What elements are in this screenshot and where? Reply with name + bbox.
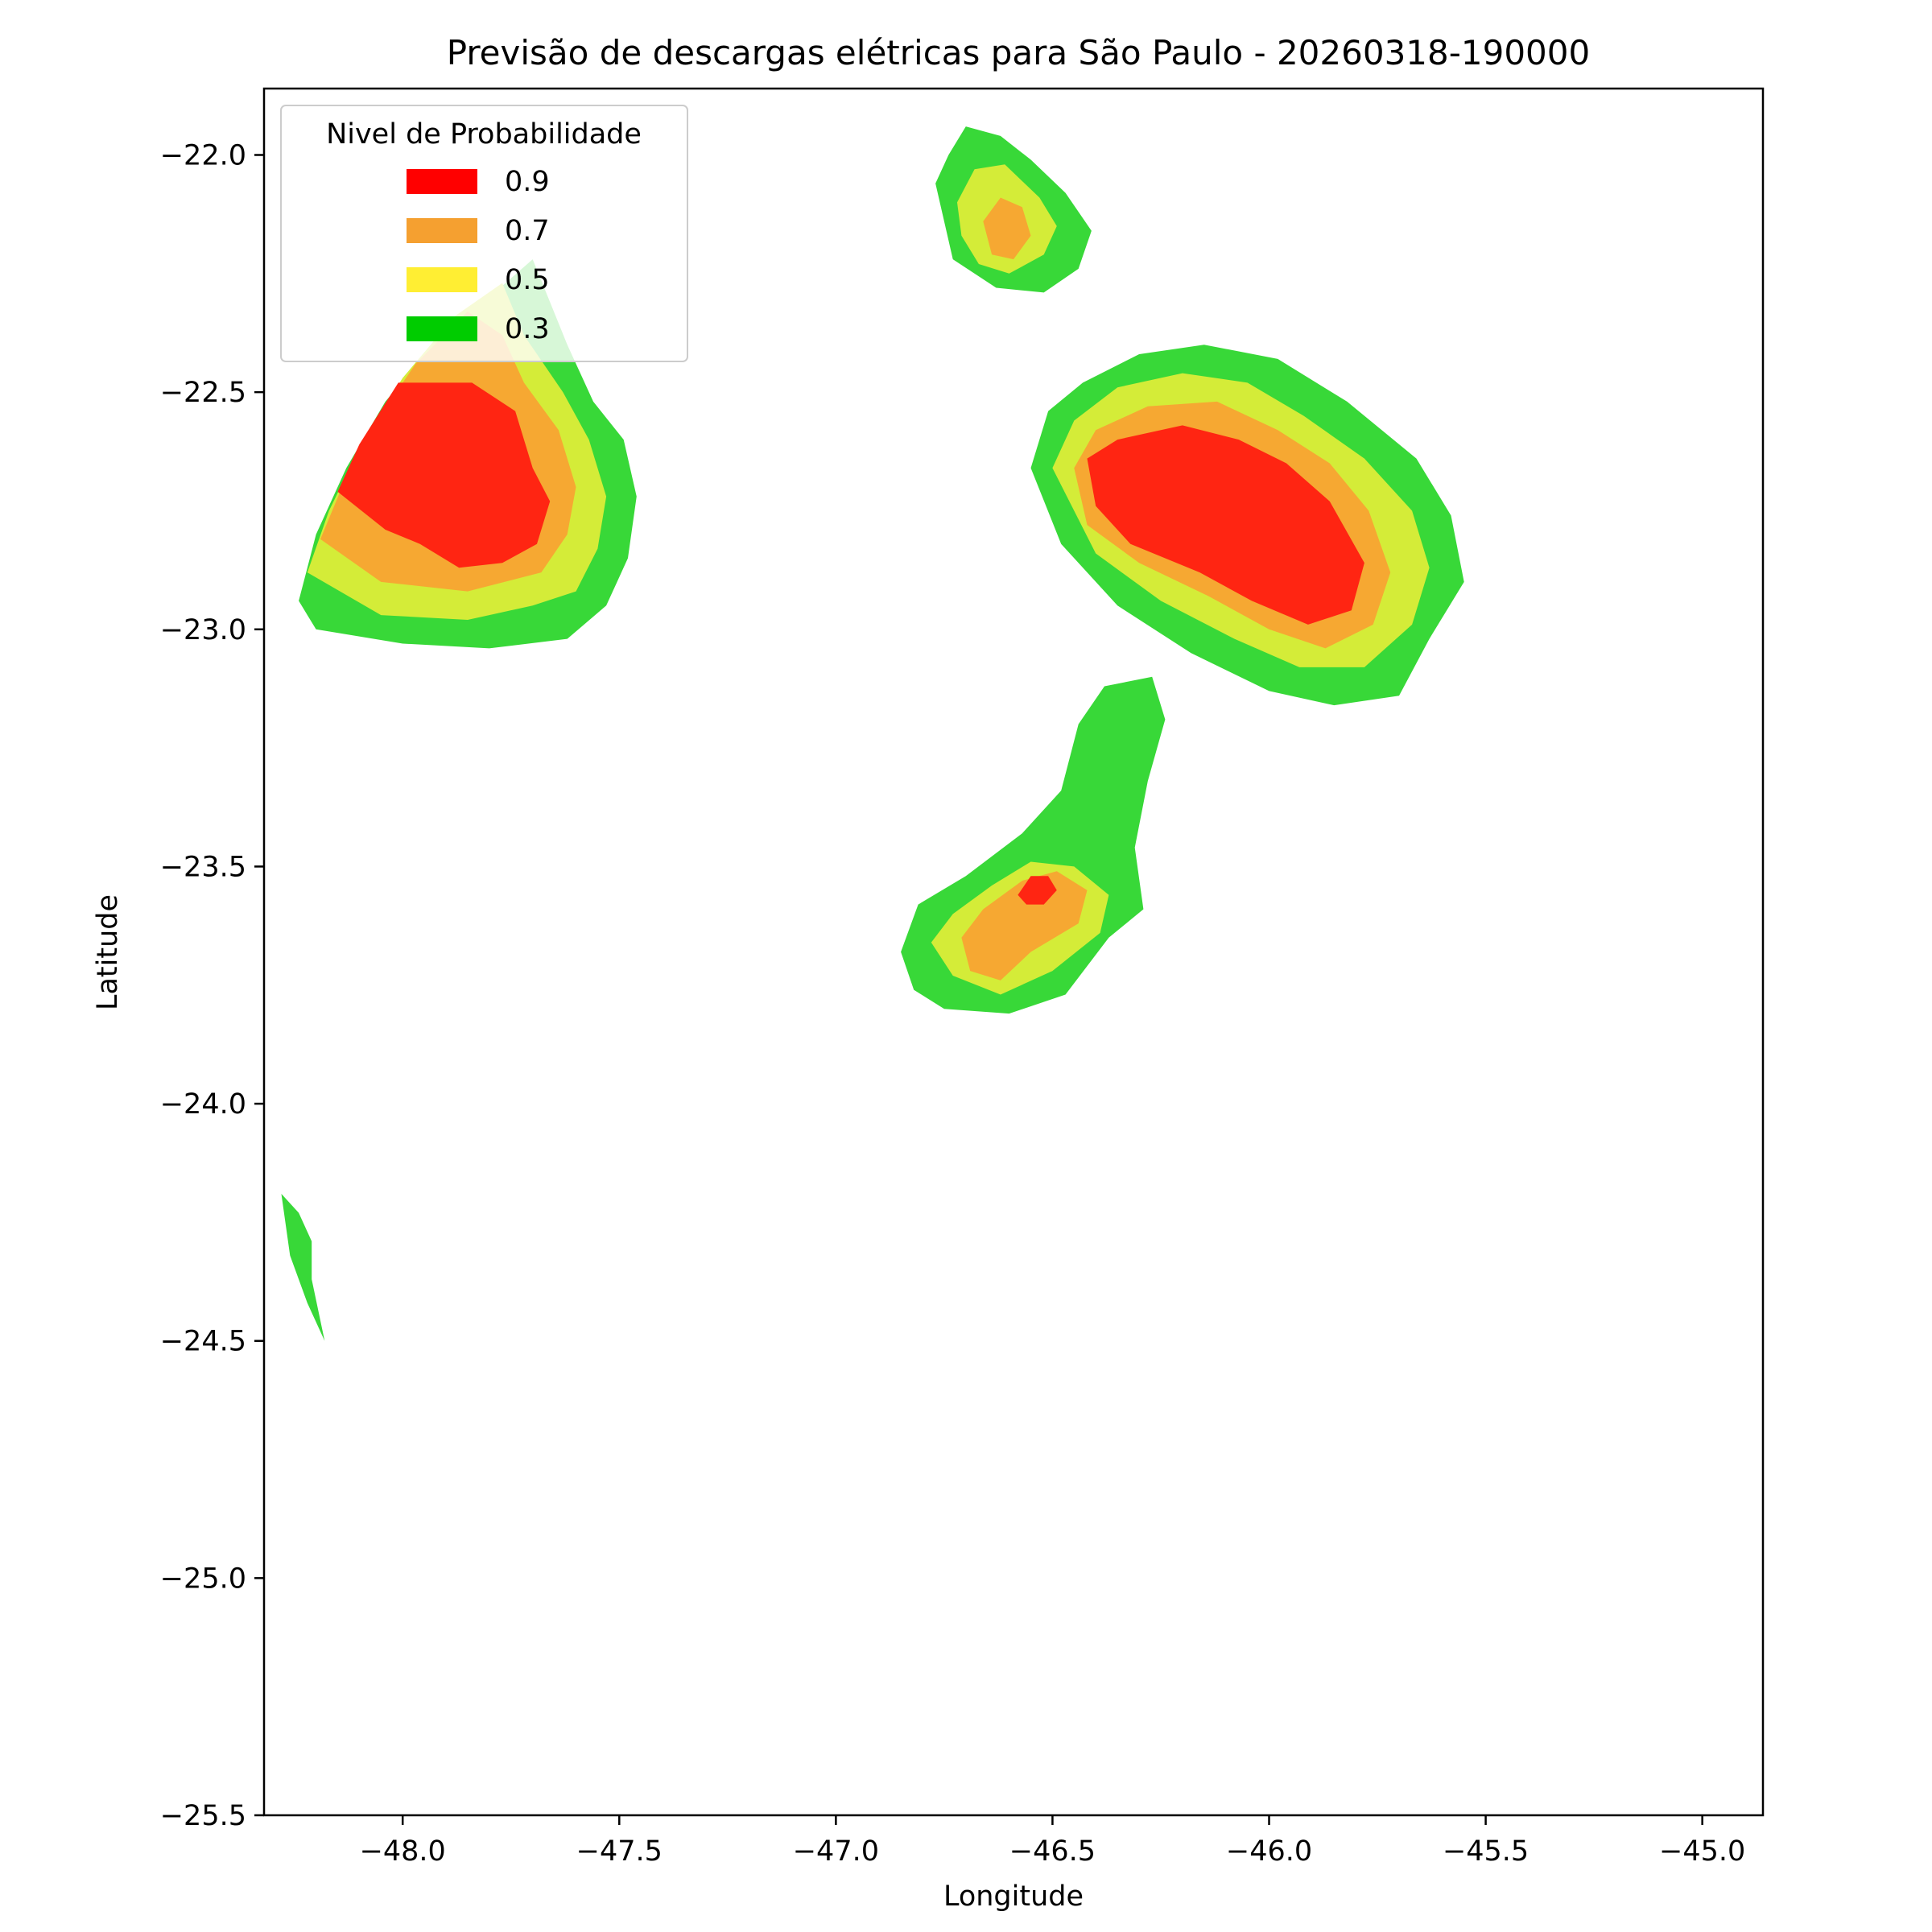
contour-southwest-sliver-0_3 — [281, 1194, 325, 1341]
contour-east-cell-0_9 — [1087, 425, 1364, 625]
x-tick-label: −47.0 — [793, 1835, 879, 1868]
legend-swatch — [407, 316, 477, 341]
legend-box — [280, 105, 688, 362]
contour-south-cell-0_7 — [961, 871, 1088, 980]
legend-label: 0.9 — [505, 166, 550, 198]
region-west-cell — [299, 259, 637, 649]
contour-north-cell-0_7 — [983, 197, 1031, 260]
x-axis-ticks: −48.0 −47.5 −47.0 −46.5 −46.0 −45.5 −45.0 — [360, 1815, 1745, 1868]
y-tick-label: −23.5 — [160, 851, 246, 883]
region-east-cell — [1030, 345, 1464, 706]
region-north-cell — [935, 126, 1092, 293]
x-tick-label: −46.5 — [1009, 1835, 1096, 1868]
y-tick-label: −22.0 — [160, 140, 246, 172]
x-tick-label: −45.0 — [1659, 1835, 1745, 1868]
legend-entries: 0.9 0.7 0.5 0.3 — [407, 166, 550, 345]
contour-west-cell-0_9 — [337, 382, 551, 568]
y-axis-label: Latitude — [92, 894, 124, 1010]
y-tick-label: −24.0 — [160, 1088, 246, 1121]
y-tick-label: −22.5 — [160, 377, 246, 409]
legend-label: 0.5 — [505, 264, 550, 296]
y-tick-label: −25.5 — [160, 1800, 246, 1832]
contour-south-cell-0_9 — [1018, 876, 1057, 905]
legend-swatch — [407, 169, 477, 194]
legend: Nivel de Probabilidade 0.9 0.7 0.5 0.3 — [280, 105, 688, 362]
legend-swatch — [407, 267, 477, 292]
x-axis-label: Longitude — [943, 1880, 1084, 1913]
region-south-cell — [901, 676, 1166, 1014]
y-axis-ticks: −22.0 −22.5 −23.0 −23.5 −24.0 −24.5 −25.0 −25.5 — [160, 140, 264, 1832]
legend-title: Nivel de Probabilidade — [326, 118, 642, 151]
x-tick-label: −47.5 — [576, 1835, 663, 1868]
region-southwest-sliver — [281, 1194, 325, 1341]
y-tick-label: −25.0 — [160, 1563, 246, 1595]
chart-title: Previsão de descargas elétricas para São… — [447, 33, 1590, 72]
legend-swatch — [407, 218, 477, 243]
contour-regions — [281, 126, 1464, 1341]
x-tick-label: −48.0 — [360, 1835, 446, 1868]
x-tick-label: −45.5 — [1443, 1835, 1529, 1868]
legend-label: 0.3 — [505, 313, 550, 345]
y-tick-label: −24.5 — [160, 1326, 246, 1358]
plot-frame — [262, 87, 1765, 1817]
legend-label: 0.7 — [505, 215, 550, 247]
x-tick-label: −46.0 — [1226, 1835, 1312, 1868]
y-tick-label: −23.0 — [160, 614, 246, 646]
